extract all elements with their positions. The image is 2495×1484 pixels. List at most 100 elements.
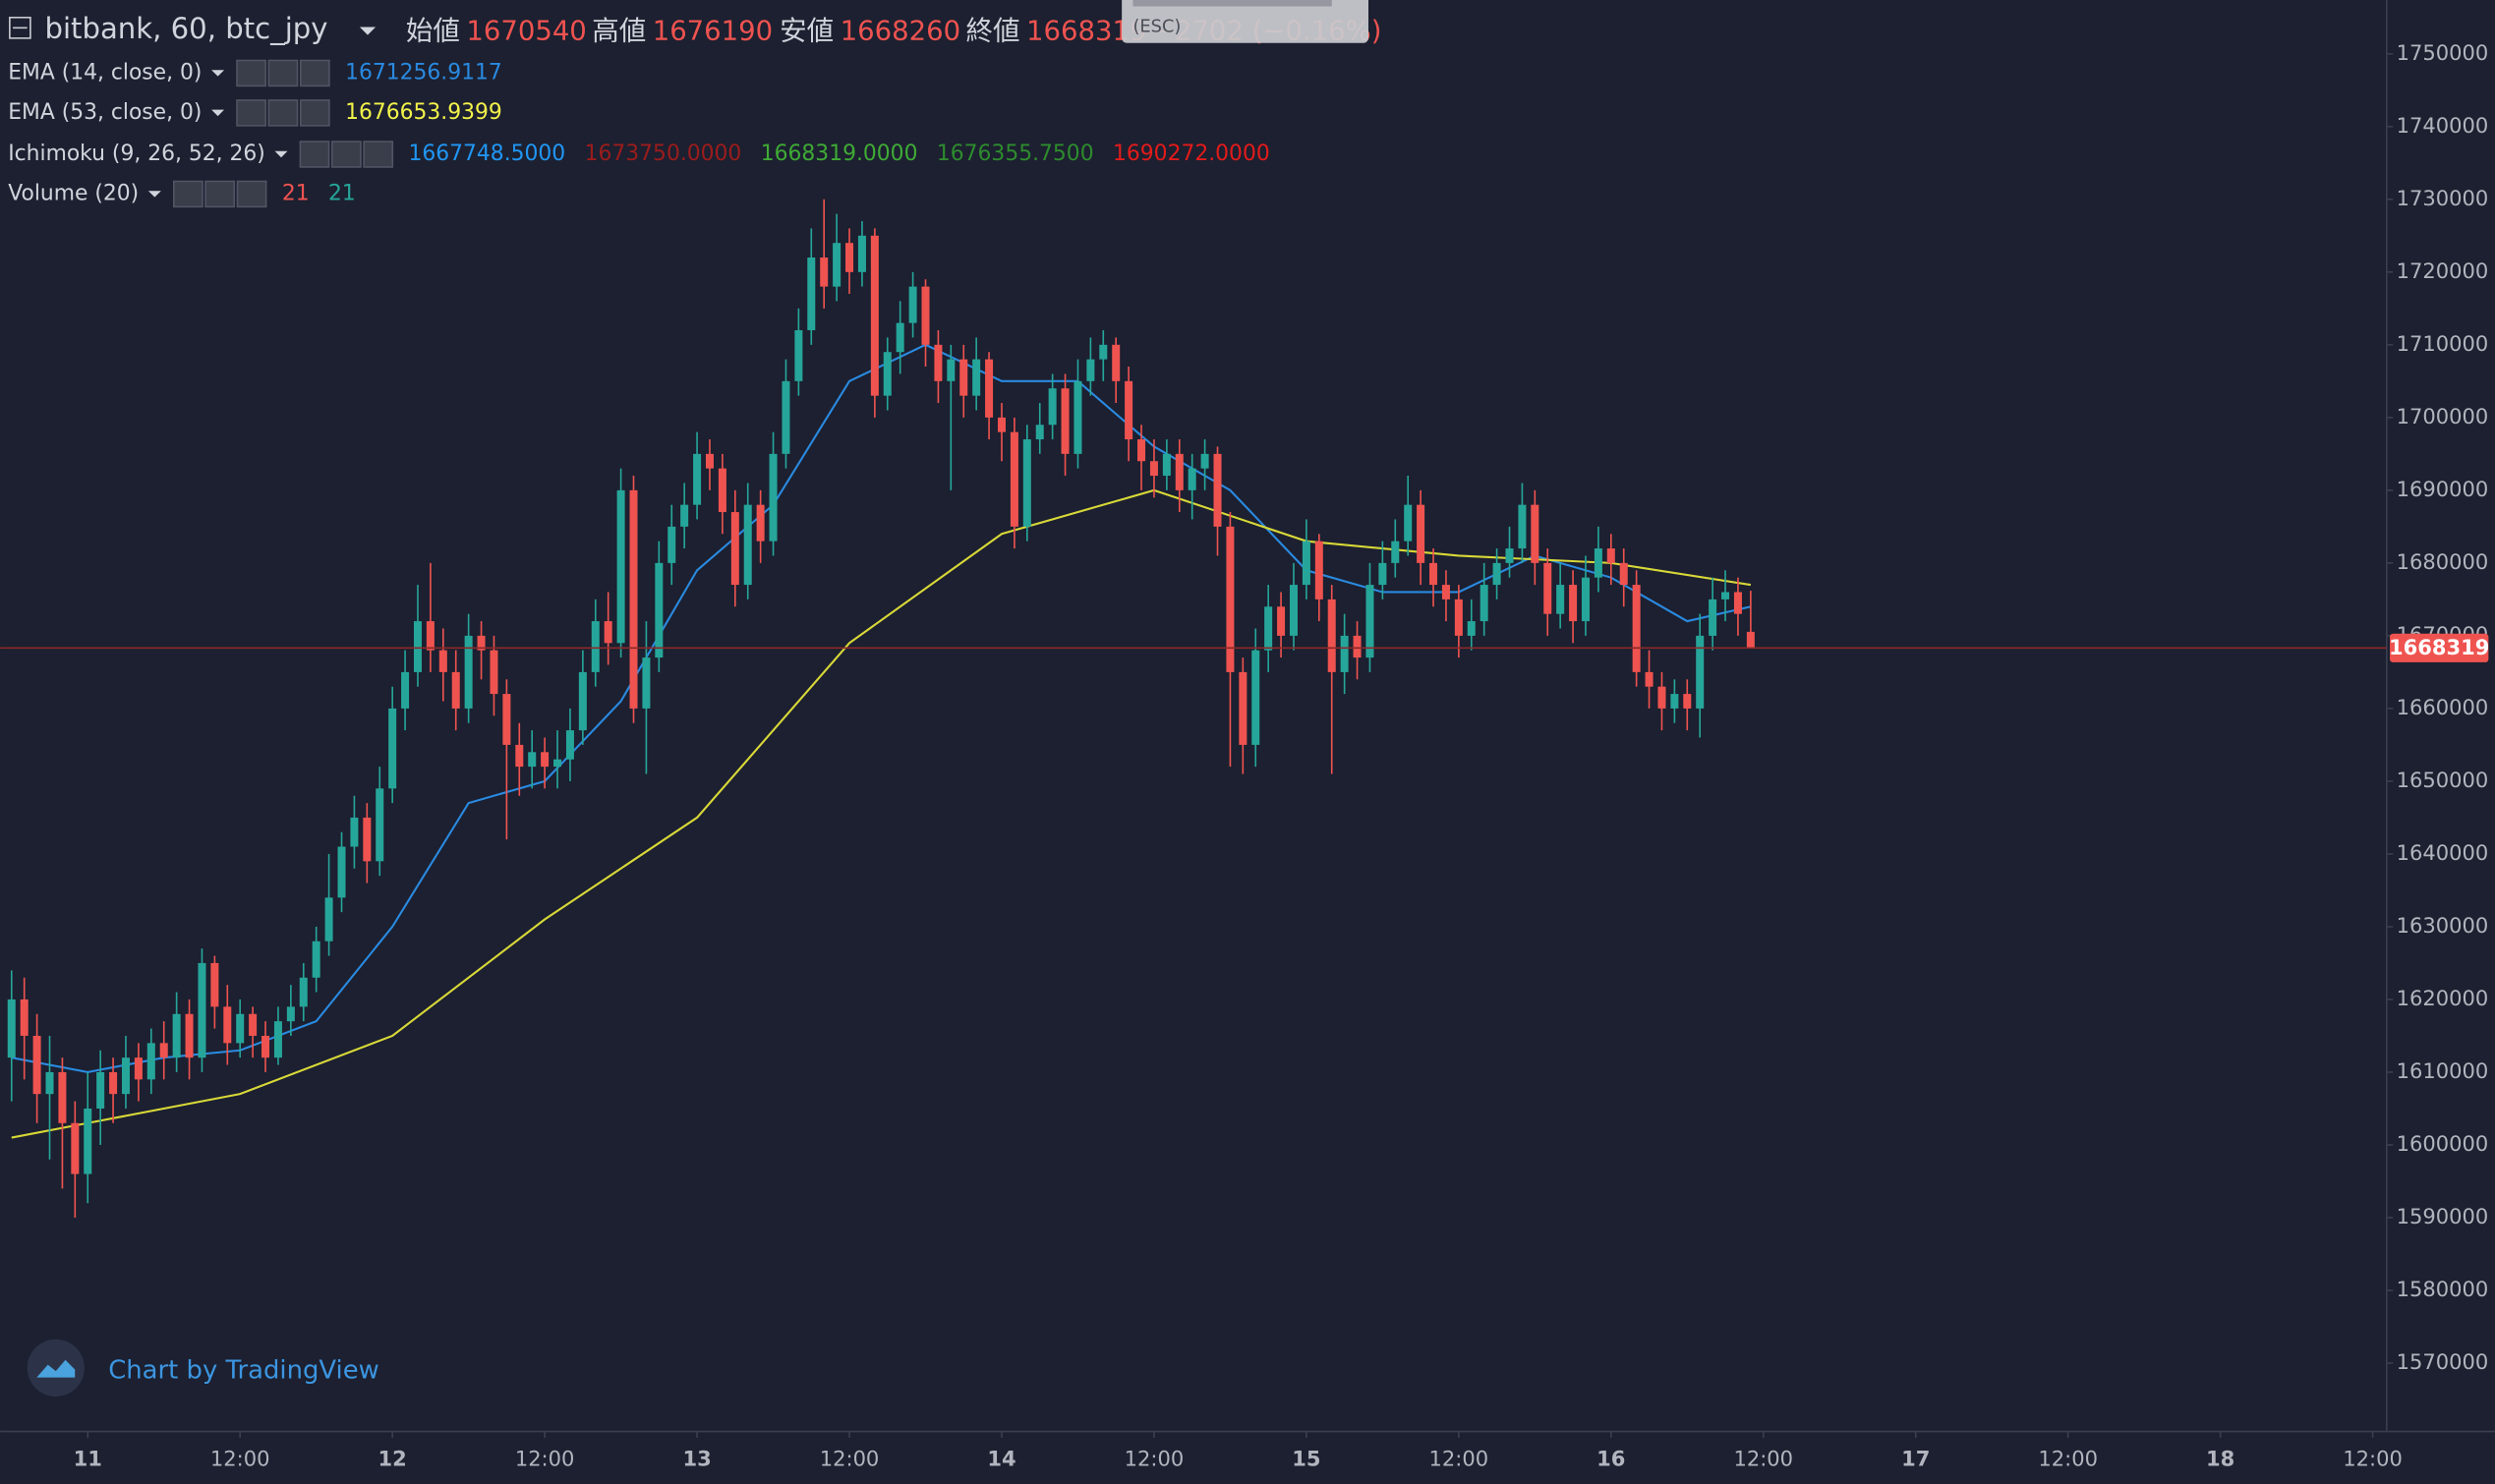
- candle-body: [769, 453, 778, 542]
- indicator-caret[interactable]: [211, 70, 225, 77]
- candle-body: [1188, 468, 1196, 490]
- x-tick-label: 12:00: [1125, 1447, 1185, 1471]
- chart-title: bitbank, 60, btc_jpy: [44, 12, 327, 45]
- y-tick-label: 1710000: [2397, 331, 2489, 356]
- candle-body: [972, 359, 981, 396]
- x-tick-label: 18: [2206, 1447, 2234, 1471]
- x-tick-label: 12:00: [820, 1447, 880, 1471]
- candle-body: [324, 897, 333, 942]
- overlay: bitbank, 60, btc_jpy 始値 1670540 高値 1676190 安…: [8, 0, 1382, 1397]
- indicator-button[interactable]: [299, 99, 330, 127]
- indicator-button[interactable]: [236, 59, 266, 87]
- indicator-name: Ichimoku (9, 26, 52, 26): [8, 142, 265, 166]
- candle-body: [350, 817, 359, 847]
- y-tick-label: 1750000: [2397, 40, 2489, 65]
- y-tick-label: 1660000: [2397, 695, 2489, 719]
- indicator-button[interactable]: [172, 180, 203, 208]
- candle-body: [58, 1071, 67, 1123]
- candle-body: [1048, 388, 1057, 426]
- candle-body: [1696, 635, 1705, 709]
- candle-body: [1302, 541, 1310, 586]
- candle-body: [1239, 671, 1248, 745]
- candle-body: [159, 1043, 168, 1058]
- candle-body: [1353, 635, 1362, 658]
- indicator-readout: 1671256.9117: [345, 60, 502, 85]
- collapse-icon[interactable]: [9, 16, 31, 39]
- candle-body: [1378, 562, 1387, 586]
- y-tick-label: 1740000: [2397, 113, 2489, 138]
- candle-body: [730, 512, 739, 586]
- candle-body: [1505, 548, 1514, 563]
- x-tick-label: 13: [682, 1447, 711, 1471]
- candle-body: [32, 1035, 41, 1095]
- indicator-button[interactable]: [236, 180, 267, 208]
- indicator-caret[interactable]: [147, 191, 161, 198]
- candle-body: [299, 977, 308, 1007]
- x-tick-label: 12:00: [515, 1447, 575, 1471]
- candle-body: [947, 359, 956, 381]
- candle-body: [1289, 585, 1298, 636]
- candle-body: [1251, 650, 1260, 745]
- candle-body: [870, 235, 879, 396]
- candle-body: [908, 286, 917, 323]
- candle-body: [1073, 380, 1082, 454]
- candle-body: [1606, 548, 1615, 563]
- candle-body: [591, 621, 600, 672]
- y-tick-label: 1690000: [2397, 477, 2489, 501]
- x-tick-label: 12:00: [2038, 1447, 2098, 1471]
- y-tick-label: 1640000: [2397, 840, 2489, 865]
- candle-body: [1264, 606, 1273, 651]
- candle-body: [1010, 431, 1018, 527]
- candle-body: [1162, 453, 1171, 477]
- candle-body: [1417, 504, 1425, 563]
- x-tick-label: 16: [1596, 1447, 1625, 1471]
- candle-body: [223, 1006, 232, 1044]
- indicator-readout: 1676653.9399: [345, 100, 502, 125]
- candle-body: [1709, 599, 1717, 636]
- candle-body: [1061, 388, 1070, 454]
- last-price-tag: [2390, 633, 2489, 662]
- indicator-button[interactable]: [363, 141, 394, 168]
- candle-body: [1035, 425, 1044, 440]
- candle-body: [616, 489, 625, 644]
- candle-body: [20, 999, 29, 1036]
- indicator-button[interactable]: [267, 59, 299, 87]
- watermark[interactable]: Chart by TradingView: [108, 1356, 379, 1386]
- indicator-button[interactable]: [299, 141, 330, 168]
- candle-body: [629, 489, 638, 709]
- ohlc-value: 1670540: [466, 15, 586, 46]
- candle-body: [528, 752, 537, 768]
- candle-body: [1454, 599, 1463, 636]
- indicator-readout: 1676355.7500: [937, 142, 1094, 166]
- candle-body: [921, 286, 930, 345]
- candle-body: [96, 1071, 105, 1109]
- plot-area: 1570000 1580000 1590000 1600000 1610000 16200…: [0, 40, 2489, 1471]
- candle-body: [959, 359, 968, 396]
- y-tick-label: 1730000: [2397, 186, 2489, 210]
- title-caret[interactable]: [359, 27, 377, 35]
- indicator-button[interactable]: [204, 180, 236, 208]
- candle-body: [1441, 585, 1450, 599]
- indicator-caret[interactable]: [211, 109, 225, 117]
- x-tick-label: 12:00: [1733, 1447, 1793, 1471]
- indicator-button[interactable]: [236, 99, 266, 127]
- candle-body: [667, 526, 676, 563]
- y-tick-label: 1600000: [2397, 1131, 2489, 1156]
- candle-body: [718, 468, 726, 513]
- candle-body: [1543, 562, 1552, 614]
- indicator-caret[interactable]: [274, 150, 288, 158]
- indicator-button[interactable]: [330, 141, 362, 168]
- y-tick-label: 1590000: [2397, 1204, 2489, 1228]
- candle-body: [642, 657, 651, 709]
- candle-body: [1492, 562, 1501, 586]
- candle-body: [146, 1043, 155, 1080]
- candle-body: [1340, 635, 1349, 672]
- candle-body: [820, 257, 829, 287]
- candle-body: [45, 1071, 54, 1095]
- candle-body: [464, 635, 473, 709]
- indicator-button[interactable]: [299, 59, 330, 87]
- candle-body: [1022, 439, 1031, 527]
- indicator-button[interactable]: [267, 99, 299, 127]
- candle-body: [1733, 592, 1742, 614]
